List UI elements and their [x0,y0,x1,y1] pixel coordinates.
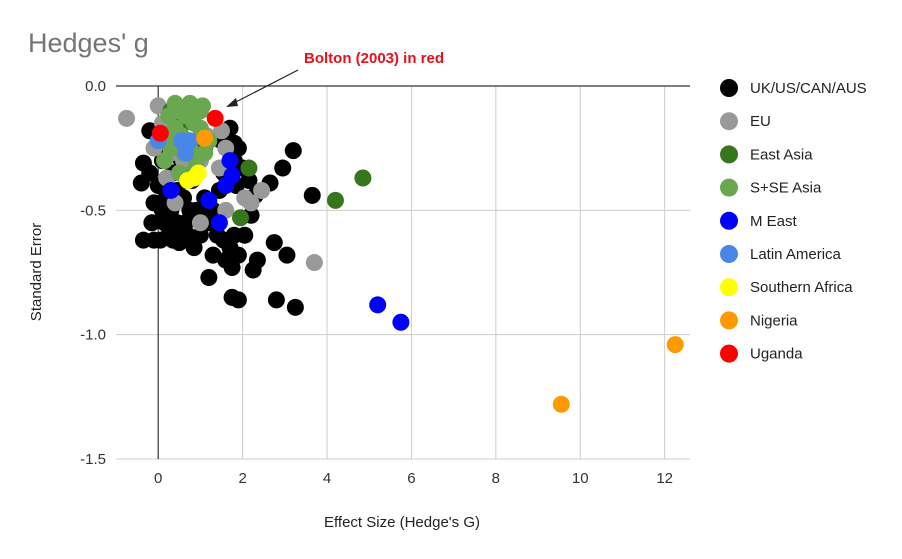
legend-marker-s-se-asia [720,178,738,197]
point-uk-us-can-aus [278,246,296,264]
point-nigeria [196,129,214,147]
annotation-arrow [229,69,299,106]
legend-label-s-se-asia: S+SE Asia [750,180,822,197]
legend-label-m-east: M East [750,213,798,230]
point-uganda [151,124,169,142]
point-uk-us-can-aus [177,214,195,232]
point-eu [242,194,260,212]
point-east-asia [232,209,250,227]
y-tick-label: -1.5 [80,451,106,468]
legend-label-southern-africa: Southern Africa [750,279,853,296]
point-m-east [200,191,218,209]
point-uk-us-can-aus [286,298,304,316]
point-uk-us-can-aus [191,226,209,244]
legend-marker-uk-us-can-aus [720,79,738,97]
legend: UK/US/CAN/AUS EU East Asia S+SE Asia M East L… [720,79,867,363]
chart-title: Hedges' g [28,28,149,58]
legend-label-east-asia: East Asia [750,146,813,163]
legend-marker-nigeria [720,311,738,330]
x-tick-label: 6 [407,470,415,487]
y-axis-title: Standard Error [28,223,45,321]
legend-label-uganda: Uganda [750,346,803,363]
point-m-east [162,181,180,199]
legend-label-uk-us-can-aus: UK/US/CAN/AUS [750,80,867,97]
y-tick-label: -1.0 [80,327,106,344]
point-m-east [392,313,410,331]
point-uganda [206,109,224,127]
x-tick-label: 0 [154,470,162,487]
legend-label-latin-america: Latin America [750,246,842,263]
point-southern-africa [185,169,203,187]
y-tick-label: 0.0 [85,78,106,95]
point-nigeria [552,395,570,413]
legend-marker-uganda [720,344,738,363]
point-uk-us-can-aus [229,291,247,309]
legend-marker-latin-america [720,245,738,263]
data-points [118,94,684,413]
point-s-se-asia [156,152,174,170]
point-s-se-asia [189,102,207,120]
annotation-arrowhead [226,98,238,107]
point-uk-us-can-aus [267,291,285,309]
point-m-east [221,152,239,170]
x-tick-label: 4 [323,470,331,487]
point-latin-america [177,144,195,162]
point-east-asia [354,169,372,187]
legend-marker-m-east [720,211,738,230]
point-m-east [210,214,228,232]
x-axis-title: Effect Size (Hedge's G) [324,514,480,531]
legend-marker-southern-africa [720,278,738,297]
axis-ticks: 0 2 4 6 8 10 12 0.0 -0.5 -1.0 -1.5 [80,78,673,487]
x-tick-label: 2 [238,470,246,487]
point-m-east [217,176,235,194]
point-uk-us-can-aus [223,259,241,277]
point-eu [253,181,271,199]
point-uk-us-can-aus [265,234,283,252]
x-tick-label: 10 [572,470,589,487]
point-uk-us-can-aus [204,246,222,264]
point-m-east [369,296,387,314]
x-tick-label: 12 [656,470,673,487]
point-uk-us-can-aus [141,164,159,182]
point-eu [118,109,136,127]
legend-marker-eu [720,112,738,131]
point-uk-us-can-aus [143,214,161,232]
point-eu [191,214,209,232]
point-uk-us-can-aus [248,251,266,269]
point-uk-us-can-aus [240,171,258,189]
x-tick-label: 8 [492,470,500,487]
point-nigeria [666,336,684,354]
point-east-asia [240,159,258,177]
annotation: Bolton (2003) in red [226,50,444,107]
y-tick-label: -0.5 [80,202,106,219]
point-uk-us-can-aus [236,226,254,244]
point-s-se-asia [196,144,214,162]
point-uk-us-can-aus [274,159,292,177]
point-uk-us-can-aus [284,142,302,160]
legend-label-eu: EU [750,113,771,130]
point-uk-us-can-aus [200,268,218,286]
point-eu [305,254,323,272]
annotation-text: Bolton (2003) in red [304,50,444,67]
point-east-asia [326,191,344,209]
point-uk-us-can-aus [303,186,321,204]
point-uk-us-can-aus [153,201,171,219]
legend-marker-east-asia [720,145,738,164]
legend-label-nigeria: Nigeria [750,312,798,329]
